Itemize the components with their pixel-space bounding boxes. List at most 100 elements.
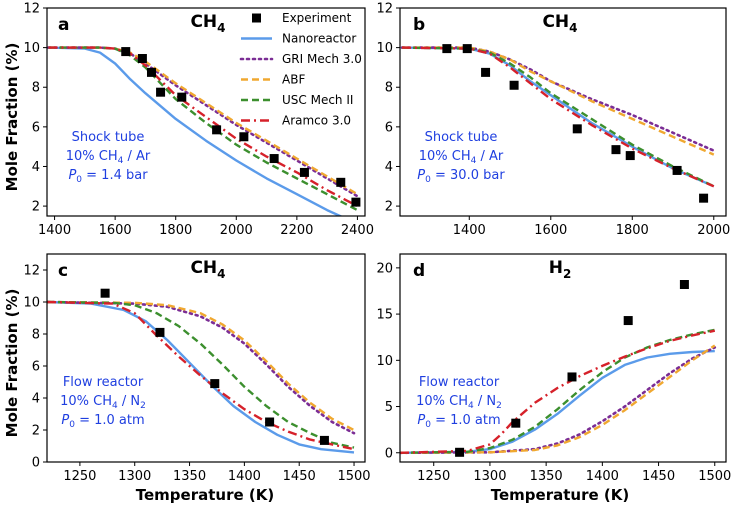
experiment-point	[212, 125, 222, 135]
panel-title: CH4	[190, 258, 225, 281]
condition-line-2: 10% CH4 / Ar	[66, 149, 151, 166]
y-tick-label: 6	[385, 120, 393, 135]
condition-text: P	[417, 168, 425, 183]
legend-label-abf: ABF	[282, 73, 305, 87]
y-tick-label: 8	[32, 81, 40, 96]
x-tick-label: 1800	[616, 223, 649, 238]
y-tick-label: 4	[385, 160, 393, 175]
condition-text: P	[417, 413, 425, 428]
series-line-aramco	[401, 46, 715, 188]
panel-title-sub: 4	[217, 21, 225, 35]
legend-label-gri: GRI Mech 3.0	[282, 52, 362, 66]
panel-title-main: H	[549, 258, 563, 278]
y-tick-label: 20	[376, 261, 393, 276]
experiment-point	[567, 372, 577, 382]
condition-text: = 1.4 bar	[82, 168, 148, 183]
experiment-point	[442, 44, 452, 54]
condition-line-1: Shock tube	[425, 130, 498, 145]
experiment-point	[351, 197, 361, 207]
panel-letter: b	[413, 15, 425, 35]
y-tick-label: 2	[385, 200, 393, 215]
series-line-aramco	[47, 300, 355, 451]
condition-text: 10% CH	[419, 149, 471, 164]
legend-label-exp: Experiment	[282, 11, 352, 25]
y-tick-label: 10	[376, 354, 393, 369]
y-tick-label: 12	[376, 2, 393, 17]
x-tick-label: 1400	[453, 223, 486, 238]
series-line-nano	[48, 46, 343, 216]
x-tick-label: 1250	[417, 469, 450, 484]
panel-letter: a	[58, 15, 69, 35]
x-tick-label: 1350	[530, 469, 563, 484]
condition-line-3: P0 = 30.0 bar	[417, 168, 505, 185]
experiment-point	[177, 92, 187, 102]
panel-title-main: CH	[190, 258, 217, 278]
x-tick-label: 1600	[99, 223, 132, 238]
condition-line-1: Flow reactor	[63, 375, 144, 390]
experiment-point	[156, 87, 166, 97]
panel-title: CH4	[190, 12, 225, 35]
y-tick-label: 10	[376, 41, 393, 56]
experiment-point	[511, 418, 521, 428]
experiment-point	[611, 145, 621, 155]
series-line-usc	[48, 46, 358, 212]
experiment-point	[100, 288, 110, 298]
experiment-point	[269, 154, 279, 164]
y-tick-label: 4	[32, 392, 40, 407]
panel-title-main: CH	[190, 12, 217, 32]
y-tick-label: 4	[32, 160, 40, 175]
series-line-gri	[47, 300, 356, 435]
series-line-abf	[47, 300, 355, 432]
y-tick-label: 2	[32, 424, 40, 439]
condition-subscript: 0	[69, 420, 75, 430]
panel-title: H2	[549, 258, 572, 281]
x-tick-label: 2400	[341, 223, 374, 238]
series-line-abf	[400, 344, 716, 454]
condition-subscript: 4	[112, 401, 118, 411]
experiment-point	[509, 80, 519, 90]
legend-marker-exp	[252, 13, 261, 23]
xlabel-left: Temperature (K)	[136, 486, 274, 504]
xlabel-right: Temperature (K)	[491, 486, 629, 504]
legend: Experiment Nanoreactor GRI Mech 3.0 ABF USC …	[239, 11, 362, 128]
y-tick-label: 5	[385, 400, 393, 415]
condition-text: / Ar	[123, 149, 151, 164]
experiment-point	[155, 327, 165, 337]
x-tick-label: 1400	[586, 469, 619, 484]
experiment-point	[336, 177, 346, 187]
condition-line-2: 10% CH4 / Ar	[419, 149, 504, 166]
panel-letter: c	[58, 261, 68, 281]
condition-text: 10% CH	[60, 394, 112, 409]
x-tick-label: 1450	[642, 469, 675, 484]
panel-title: CH4	[542, 12, 577, 35]
condition-line-3: P0 = 1.0 atm	[417, 413, 500, 430]
plot-frame	[46, 253, 366, 463]
y-tick-label: 0	[32, 456, 40, 471]
experiment-point	[121, 47, 131, 57]
y-tick-label: 8	[32, 328, 40, 343]
condition-subscript: 4	[468, 401, 474, 411]
condition-subscript: 0	[425, 175, 431, 185]
condition-subscript: 0	[425, 420, 431, 430]
plot-frame	[399, 253, 727, 463]
x-tick-label: 2000	[697, 223, 730, 238]
series-line-usc	[400, 328, 716, 454]
condition-text: P	[61, 413, 69, 428]
experiment-point	[455, 447, 465, 457]
plot-frame	[399, 7, 727, 217]
experiment-point	[299, 167, 309, 177]
x-tick-label: 1500	[337, 469, 370, 484]
y-tick-label: 0	[385, 446, 393, 461]
condition-text: = 1.0 atm	[75, 413, 145, 428]
y-tick-label: 6	[32, 120, 40, 135]
panel-title-sub: 2	[563, 267, 571, 281]
legend-label-aramco: Aramco 3.0	[282, 114, 351, 128]
y-tick-label: 2	[32, 200, 40, 215]
series-line-aramco	[48, 46, 358, 208]
legend-label-nano: Nanoreactor	[282, 32, 356, 46]
